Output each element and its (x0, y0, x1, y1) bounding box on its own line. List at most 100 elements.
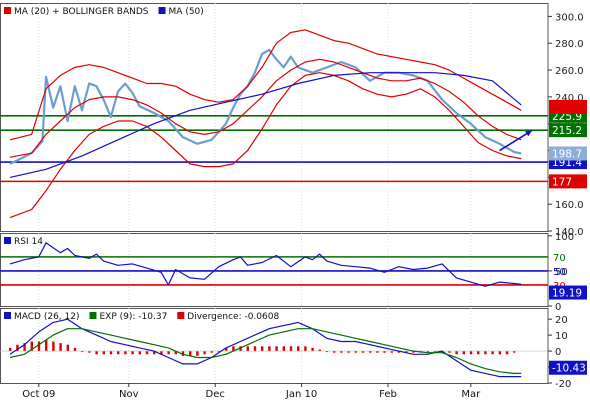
y-tick-label: 20 (555, 315, 568, 326)
histogram-bar (203, 351, 206, 355)
histogram-bar (383, 351, 386, 353)
series-rsi (9, 242, 522, 287)
histogram-bar (469, 351, 473, 355)
histogram-bar (160, 351, 163, 355)
y-tick-label: 140.0 (555, 227, 584, 238)
legend-label: MACD (26, 12) (14, 312, 80, 322)
legend-swatch (89, 312, 97, 319)
histogram-bar (109, 351, 113, 355)
histogram-bar (117, 351, 120, 355)
histogram-bar (354, 351, 357, 353)
histogram-bar (37, 341, 41, 352)
y-tick-label: -20 (555, 379, 571, 390)
y-tick-label: 260.0 (555, 66, 584, 77)
panel-price: 140.0160.0180.0200.0220.0240.0260.0280.0… (0, 3, 587, 238)
histogram-bar (513, 351, 516, 353)
histogram-bar (340, 351, 343, 353)
value-badge (549, 285, 587, 300)
legend-label: EXP (9): -10.37 (100, 312, 168, 322)
histogram-bar (16, 344, 19, 352)
histogram-bar (462, 351, 465, 355)
histogram-bar (23, 343, 26, 352)
histogram-bar (131, 351, 134, 355)
y-tick-label: 50 (555, 267, 568, 278)
histogram-bar (124, 351, 127, 355)
series-bb_lower (9, 72, 522, 219)
histogram-bar (397, 351, 401, 353)
panel-frame (0, 3, 549, 232)
series-ma20 (9, 58, 522, 158)
histogram-bar (505, 351, 509, 355)
histogram-bar (88, 351, 91, 353)
y-tick-label: 300.0 (555, 12, 584, 23)
hline-badge (549, 174, 587, 189)
histogram-bar (433, 351, 437, 353)
y-tick-label: 0 (555, 302, 561, 313)
histogram-bar (246, 346, 249, 352)
value-badge (549, 360, 587, 375)
legend-label: Divergence: -0.0608 (187, 312, 279, 322)
histogram-bar (361, 351, 365, 353)
legend-swatch (4, 312, 11, 319)
histogram-bar (333, 351, 336, 353)
x-tick-label: Oct 09 (22, 389, 55, 400)
histogram-bar (45, 339, 48, 352)
histogram-bar (52, 341, 55, 352)
series-bb_upper (9, 29, 522, 141)
hline-label: 70 (553, 253, 566, 264)
legend-swatch (177, 312, 185, 319)
value-badge (549, 99, 587, 114)
histogram-bar (225, 347, 228, 352)
histogram-bar (81, 351, 84, 353)
histogram-bar (390, 351, 393, 353)
trend-arrow-head (525, 130, 532, 137)
histogram-bar (232, 346, 235, 352)
histogram-bar (426, 351, 429, 353)
histogram-bar (289, 346, 293, 352)
trend-arrow (499, 129, 533, 152)
histogram-bar (261, 346, 264, 352)
histogram-bar (318, 349, 321, 352)
histogram-bar (253, 346, 257, 352)
panel-frame (0, 233, 549, 307)
legend-label: MA (50) (169, 7, 204, 17)
histogram-bar (304, 346, 307, 352)
histogram-bar (325, 351, 329, 353)
histogram-bar (102, 351, 105, 355)
histogram-bar (282, 346, 285, 352)
histogram-bar (210, 351, 213, 353)
panel-frame (0, 308, 549, 384)
histogram-bar (196, 351, 199, 356)
histogram-bar (477, 351, 480, 355)
hline-badge (549, 123, 587, 138)
histogram-bar (181, 351, 185, 356)
histogram-bar (73, 347, 77, 352)
value-badge-label: 19.19 (552, 288, 582, 300)
y-tick-label: 160.0 (555, 200, 584, 211)
histogram-bar (491, 351, 494, 355)
legend-swatch (158, 7, 166, 14)
y-tick-label: 0 (555, 347, 561, 358)
value-badge (549, 146, 587, 161)
histogram-bar (369, 351, 372, 353)
histogram-bar (239, 346, 242, 352)
y-tick-label: 280.0 (555, 39, 584, 50)
y-tick-label: 100 (555, 232, 574, 243)
legend-label: MA (20) + BOLLINGER BANDS (14, 7, 149, 17)
histogram-bar (311, 347, 314, 352)
histogram-bar (217, 351, 221, 353)
histogram-bar (153, 351, 156, 355)
histogram-bar (297, 346, 300, 352)
histogram-bar (347, 351, 350, 353)
x-tick-label: Dec (206, 389, 225, 400)
value-badge-label: 198.7 (552, 148, 582, 160)
x-tick-label: Jan 10 (285, 389, 317, 400)
histogram-bar (376, 351, 379, 353)
histogram-bar (268, 346, 271, 352)
histogram-bar (484, 351, 487, 355)
histogram-bar (59, 343, 62, 352)
legend-label: RSI 14 (14, 237, 43, 247)
hline-badge-label: 177 (552, 176, 572, 188)
